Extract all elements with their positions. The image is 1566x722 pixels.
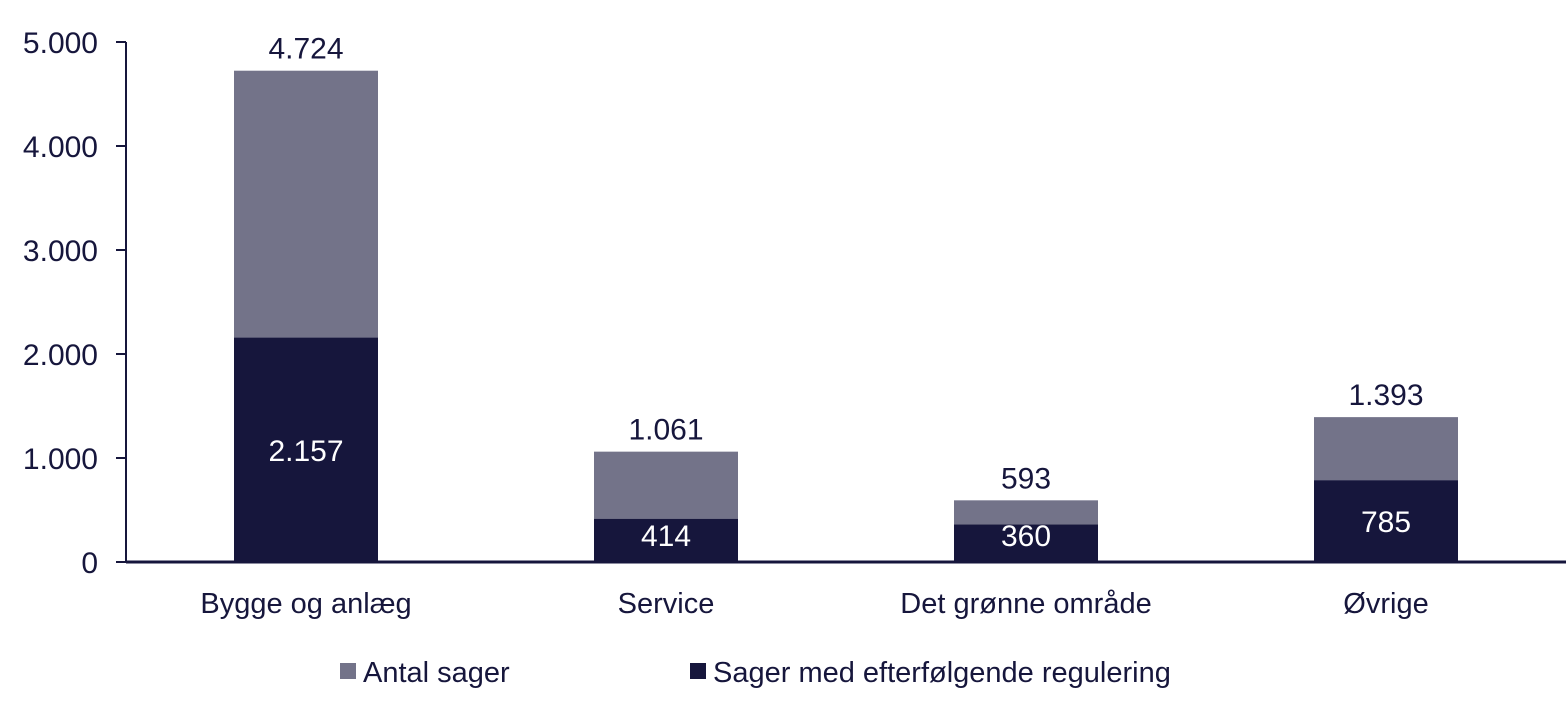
data-label-antal-sager: 593	[1001, 462, 1051, 495]
data-label-antal-sager: 4.724	[268, 33, 343, 66]
x-tick-label: Service	[618, 588, 715, 620]
x-tick-label: Det grønne område	[900, 588, 1151, 620]
legend-label: Sager med efterfølgende regulering	[713, 657, 1171, 689]
y-tick-label: 2.000	[23, 339, 98, 372]
legend-swatch	[690, 663, 706, 679]
y-tick-label: 4.000	[23, 131, 98, 164]
data-label-antal-sager: 1.393	[1348, 379, 1423, 412]
legend-label: Antal sager	[363, 657, 510, 689]
y-tick-label: 0	[81, 547, 98, 580]
x-tick-label: Øvrige	[1343, 588, 1428, 620]
data-label-antal-sager: 1.061	[628, 414, 703, 447]
data-label-sager-med-regulering: 785	[1361, 506, 1411, 539]
y-tick-label: 3.000	[23, 235, 98, 268]
bar-sager-med-regulering	[234, 337, 378, 562]
y-tick-label: 1.000	[23, 443, 98, 476]
bar-sager-med-regulering	[1314, 480, 1458, 562]
bar-sager-med-regulering	[594, 518, 738, 562]
data-label-sager-med-regulering: 360	[1001, 520, 1051, 553]
y-tick-label: 5.000	[23, 27, 98, 60]
bar-sager-med-regulering	[954, 524, 1098, 562]
data-label-sager-med-regulering: 2.157	[268, 435, 343, 468]
x-tick-label: Bygge og anlæg	[200, 588, 411, 620]
data-label-sager-med-regulering: 414	[641, 520, 691, 553]
legend-swatch	[340, 663, 356, 679]
